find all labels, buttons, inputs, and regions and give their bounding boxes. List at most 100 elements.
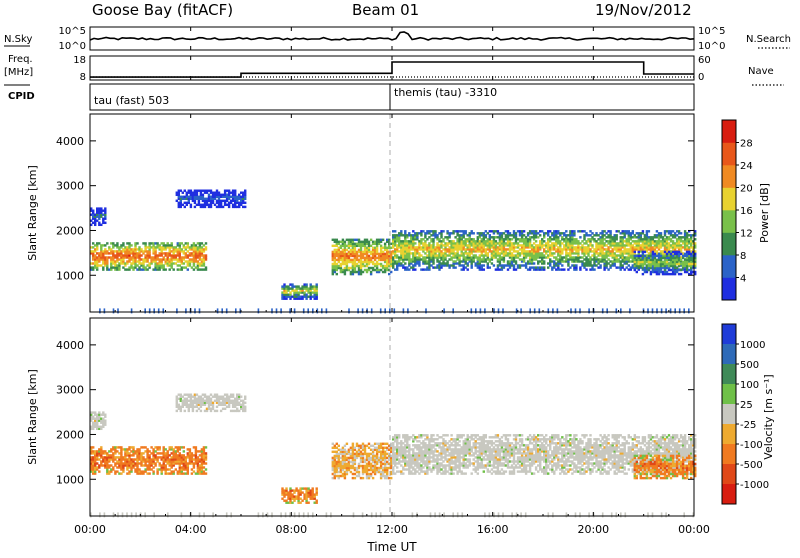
echo-cell (187, 268, 189, 270)
echo-cell (232, 394, 234, 396)
echo-cell (126, 254, 128, 256)
echo-cell (656, 240, 658, 242)
near-range-cell (235, 308, 237, 313)
echo-cell (104, 210, 106, 212)
echo-cell (354, 477, 356, 479)
echo-cell (408, 254, 410, 256)
echo-cell (505, 234, 507, 236)
echo-cell (539, 234, 541, 236)
echo-cell (244, 402, 246, 404)
echo-cell (475, 242, 477, 244)
near-range-cell (403, 308, 405, 313)
near-range-cell (616, 308, 618, 313)
echo-cell (398, 250, 400, 252)
echo-cell (183, 450, 185, 452)
echo-cell (98, 470, 100, 472)
echo-cell (305, 498, 307, 500)
echo-cell (205, 246, 207, 248)
echo-cell (489, 242, 491, 244)
echo-cell (173, 448, 175, 450)
echo-cell (579, 256, 581, 258)
colorbar-tick-label: 12 (740, 229, 753, 240)
colorbar-swatch (722, 278, 736, 301)
echo-cell (338, 241, 340, 243)
echo-cell (414, 242, 416, 244)
echo-cell (126, 242, 128, 244)
near-range-cell (493, 308, 495, 313)
echo-cell (232, 400, 234, 402)
echo-cell (370, 273, 372, 275)
echo-cell (609, 250, 611, 252)
echo-cell (205, 458, 207, 460)
echo-cell (505, 230, 507, 232)
echo-cell (338, 453, 340, 455)
echo-cell (354, 453, 356, 455)
near-range-cell (271, 308, 273, 313)
echo-cell (96, 458, 98, 460)
echo-cell (112, 242, 114, 244)
echo-cell (202, 204, 204, 206)
echo-cell (493, 264, 495, 266)
echo-cell (388, 273, 390, 275)
echo-cell (126, 268, 128, 270)
echo-cell (384, 265, 386, 267)
echo-cell (519, 266, 521, 268)
near-range-cell (131, 308, 133, 313)
echo-cell (338, 261, 340, 263)
echo-cell (202, 194, 204, 196)
echo-cell (173, 268, 175, 270)
near-range-cell (475, 308, 477, 313)
echo-cell (244, 410, 246, 412)
echo-cell (609, 264, 611, 266)
echo-cell (187, 462, 189, 464)
echo-cell (232, 194, 234, 196)
range-tick-label: 4000 (56, 135, 84, 148)
echo-cell (118, 266, 120, 268)
colorbar-swatch (722, 143, 736, 166)
echo-cell (595, 232, 597, 234)
echo-cell (414, 254, 416, 256)
near-range-cell (294, 308, 296, 313)
power-colorbar-title: Power [dB] (758, 183, 771, 243)
near-range-cell (258, 308, 260, 313)
near-range-cell (552, 308, 554, 313)
near-range-cell (289, 308, 291, 313)
echo-cell (161, 470, 163, 472)
echo-cell (434, 230, 436, 232)
echo-cell (102, 411, 104, 413)
echo-cell (220, 410, 222, 412)
echo-cell (104, 414, 106, 416)
echo-cell (110, 470, 112, 472)
echo-cell (519, 238, 521, 240)
echo-cell (686, 232, 688, 234)
near-range-cell (303, 308, 305, 313)
echo-cell (180, 410, 182, 412)
echo-cell (505, 254, 507, 256)
echo-cell (384, 253, 386, 255)
echo-cell (354, 261, 356, 263)
echo-cell (579, 236, 581, 238)
near-range-cell (276, 308, 278, 313)
echo-cell (228, 206, 230, 208)
echo-cell (236, 408, 238, 410)
echo-cell (112, 254, 114, 256)
echo-cell (579, 230, 581, 232)
colorbar-tick-label: 20 (740, 184, 753, 195)
echo-cell (203, 458, 205, 460)
echo-cell (569, 266, 571, 268)
near-range-cell (144, 308, 146, 313)
echo-cell (202, 206, 204, 208)
near-range-cell (176, 308, 178, 313)
range-tick-label: 2000 (56, 224, 84, 237)
echo-cell (382, 239, 384, 241)
near-range-cell (484, 308, 486, 313)
echo-cell (573, 230, 575, 232)
echo-cell (354, 473, 356, 475)
echo-cell (156, 468, 158, 470)
echo-cell (210, 206, 212, 208)
echo-cell (670, 273, 672, 275)
echo-cell (188, 410, 190, 412)
echo-cell (187, 260, 189, 262)
nsky-trace (90, 32, 694, 40)
